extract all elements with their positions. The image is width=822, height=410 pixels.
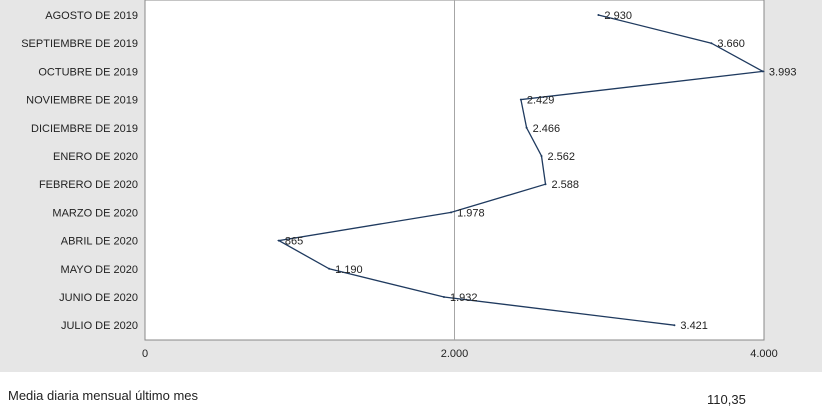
data-point xyxy=(544,183,547,186)
data-point xyxy=(673,324,676,327)
data-point xyxy=(519,98,522,101)
data-label: 3.993 xyxy=(769,66,797,78)
category-label: AGOSTO DE 2019 xyxy=(45,10,138,22)
data-label: 2.562 xyxy=(547,151,575,163)
data-point xyxy=(540,155,543,157)
category-label: ENERO DE 2020 xyxy=(53,151,138,163)
data-label: 3.421 xyxy=(680,320,708,332)
data-point xyxy=(277,239,280,242)
category-label: FEBRERO DE 2020 xyxy=(39,179,138,191)
data-label: 1.932 xyxy=(450,292,478,304)
x-tick-label: 0 xyxy=(142,348,148,360)
line-chart: 0 2.000 4.000 AGOSTO DE 2019 SEPTIEMBRE DE 2… xyxy=(21,0,797,360)
category-label: JUNIO DE 2020 xyxy=(59,292,138,304)
category-label: ABRIL DE 2020 xyxy=(61,236,138,248)
data-label: 3.660 xyxy=(717,38,745,50)
category-label: MARZO DE 2020 xyxy=(52,207,138,219)
data-point xyxy=(450,211,453,214)
category-label: NOVIEMBRE DE 2019 xyxy=(26,95,138,107)
category-label: DICIEMBRE DE 2019 xyxy=(31,123,138,135)
chart-area: 0 2.000 4.000 AGOSTO DE 2019 SEPTIEMBRE DE 2… xyxy=(0,0,822,372)
data-label: 2.429 xyxy=(527,95,555,107)
category-label: JULIO DE 2020 xyxy=(61,320,138,332)
data-label: 865 xyxy=(285,236,303,248)
category-label: SEPTIEMBRE DE 2019 xyxy=(21,38,138,50)
data-label: 2.466 xyxy=(533,123,561,135)
data-label: 1.978 xyxy=(457,207,485,219)
data-point xyxy=(710,42,713,45)
category-label: MAYO DE 2020 xyxy=(61,264,138,276)
data-label: 1.190 xyxy=(335,264,363,276)
x-tick-label: 2.000 xyxy=(441,348,469,360)
data-label: 2.588 xyxy=(551,179,579,191)
data-point xyxy=(525,126,528,129)
data-point xyxy=(597,14,600,16)
x-tick-label: 4.000 xyxy=(750,348,778,360)
data-label: 2.930 xyxy=(604,10,632,22)
data-point xyxy=(761,70,764,73)
series-line xyxy=(276,14,766,326)
footer-value: 110,35 xyxy=(707,392,746,407)
footer-label: Media diaria mensual último mes xyxy=(8,388,199,403)
data-point xyxy=(442,296,445,298)
category-label: OCTUBRE DE 2019 xyxy=(38,66,138,78)
data-point xyxy=(328,267,331,270)
